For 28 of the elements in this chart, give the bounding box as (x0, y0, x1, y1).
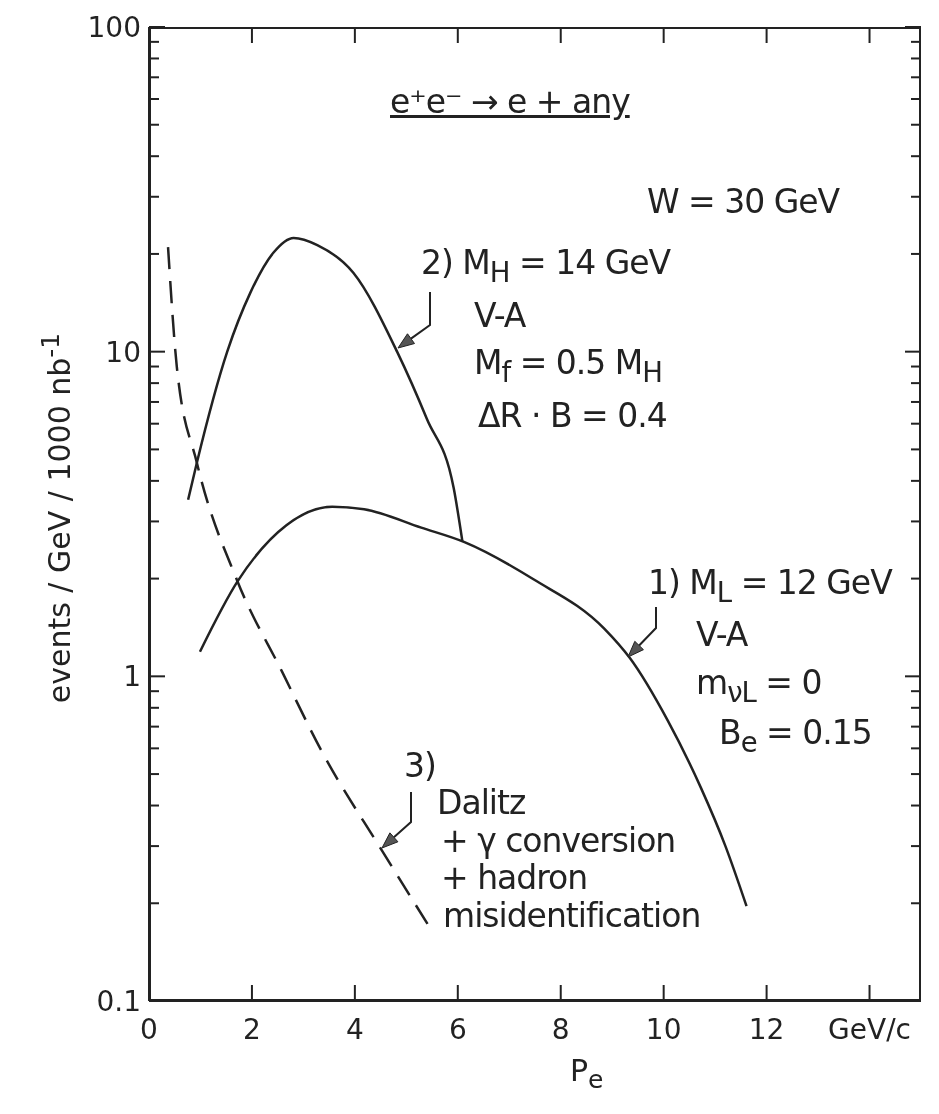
annotation: M$_{f}$ = 0.5 M$_{H}$ (474, 343, 662, 390)
text: e⁺e⁻ → e + any (390, 82, 630, 122)
y-tick-label: 100 (87, 11, 141, 44)
x-tick-label: 12 (748, 1013, 785, 1046)
annotation: m$_{νL}$ = 0 (696, 663, 822, 710)
x-tick-label: 0 (140, 1013, 158, 1046)
x-tick-label: 8 (551, 1013, 570, 1046)
series-label: 2) M$_{H}$ = 14 GeV (421, 243, 671, 290)
x-tick-label: 2 (243, 1013, 261, 1046)
x-tick-label: GeV/c (828, 1013, 911, 1046)
annotation: V-A (474, 296, 526, 336)
annotation: W = 30 GeV (647, 182, 840, 222)
annotation: + γ conversion (441, 821, 676, 861)
annotation: misidentification (443, 896, 701, 936)
annotation: + hadron (441, 858, 588, 898)
x-tick-label: 4 (345, 1013, 364, 1046)
annotation: V-A (696, 615, 748, 655)
legend-label: 1) M$_{L}$ = 12 GeV (648, 563, 892, 610)
y-tick-label: 1 (123, 660, 141, 694)
x-tick-label: 10 (645, 1013, 682, 1046)
annotation: ΔR · B = 0.4 (478, 396, 667, 436)
y-tick-label: 0.1 (96, 985, 141, 1018)
x-axis-title: P$_{e}$ (570, 1053, 604, 1094)
x-tick-label: 6 (448, 1013, 467, 1046)
annotation: B$_{e}$ = 0.15 (719, 713, 872, 760)
y-tick-label: 10 (105, 335, 141, 369)
annotation: Dalitz (437, 783, 526, 823)
series-label: 3) (404, 746, 436, 786)
